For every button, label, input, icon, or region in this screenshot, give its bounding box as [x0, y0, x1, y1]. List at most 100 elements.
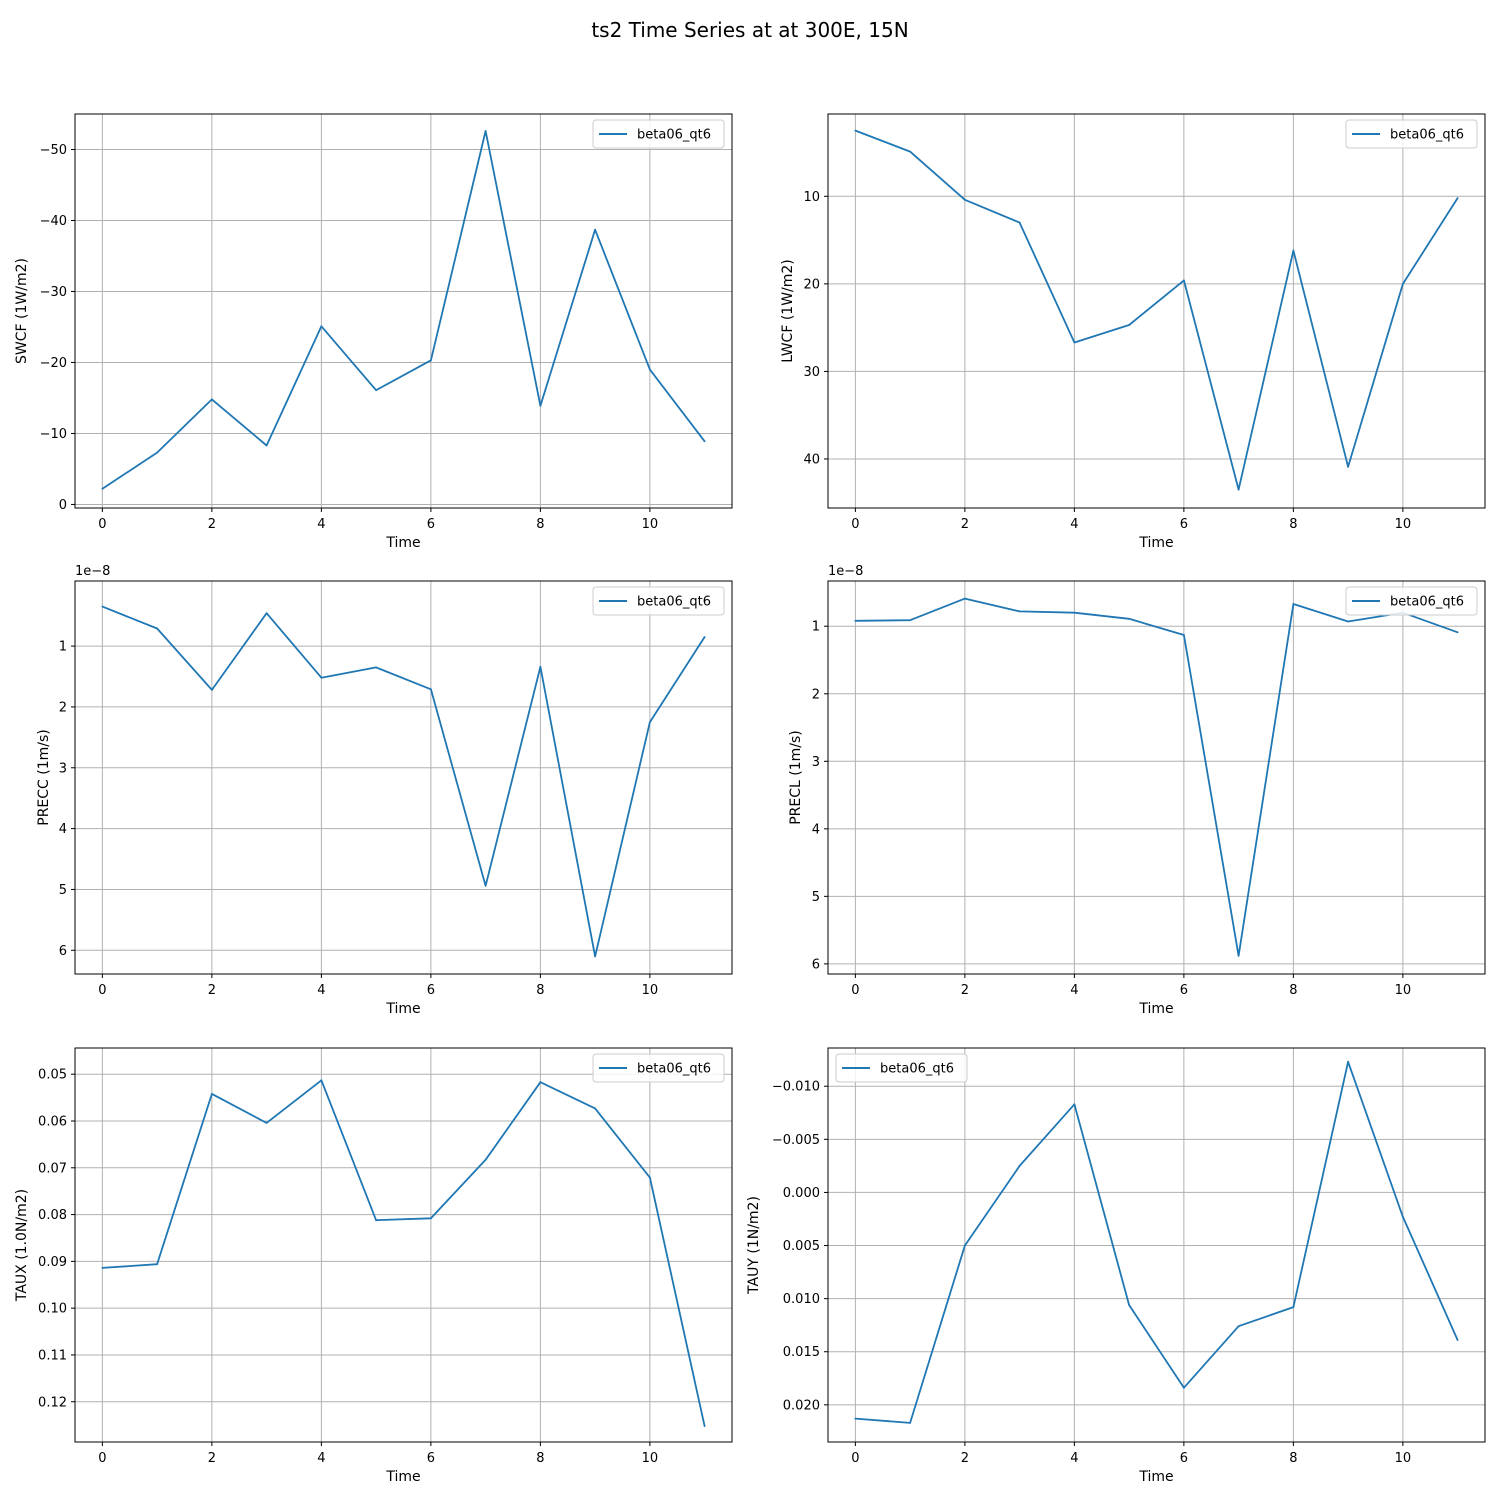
legend: beta06_qt6 — [835, 1053, 968, 1083]
x-tick-label: 8 — [1289, 983, 1297, 998]
y-tick-label: −40 — [40, 214, 67, 229]
legend-box — [592, 119, 725, 149]
y-axis-label: PRECL (1m/s) — [788, 730, 804, 825]
y-tick-label: 3 — [812, 755, 820, 770]
data-point — [963, 1244, 966, 1247]
legend: beta06_qt6 — [592, 119, 725, 149]
x-tick-label: 10 — [642, 983, 659, 998]
y-axis-label: TAUY (1N/m2) — [746, 1196, 762, 1295]
y-tick-label: 5 — [59, 883, 67, 898]
y-tick-label: −0.005 — [772, 1133, 820, 1148]
x-tick-label: 6 — [427, 517, 435, 532]
data-point — [429, 1217, 432, 1220]
axes-frame — [827, 580, 1486, 975]
y-tick-label: 4 — [59, 822, 67, 837]
series-line-beta06_qt6 — [855, 597, 1458, 957]
x-tick-label: 4 — [1070, 1451, 1078, 1466]
x-tick-label: 0 — [851, 983, 859, 998]
y-tick-label: 0.015 — [783, 1345, 820, 1360]
data-point — [1018, 610, 1021, 613]
data-point — [1018, 221, 1021, 224]
y-tick-label: 0.020 — [783, 1398, 820, 1413]
x-tick-label: 8 — [536, 1451, 544, 1466]
y-tick-label: −10 — [40, 427, 67, 442]
series-line-beta06_qt6 — [855, 129, 1459, 491]
y-tick-label: 4 — [812, 822, 820, 837]
data-point — [854, 1417, 857, 1420]
y-tick-label: −0.010 — [772, 1080, 820, 1095]
x-tick-label: 0 — [851, 517, 859, 532]
data-point — [1237, 954, 1240, 957]
data-point — [429, 688, 432, 691]
y-tick-label: 40 — [803, 452, 820, 467]
x-tick-label: 4 — [317, 1451, 325, 1466]
y-axis-label: SWCF (1W/m2) — [14, 258, 30, 364]
subplot-2: 0 2 4 6 8 10 10 20 30 40 Time LWCF (1W/m2) beta06_qt… — [780, 113, 1486, 551]
data-point — [320, 325, 323, 328]
data-point — [909, 150, 912, 153]
data-point — [1347, 620, 1350, 623]
legend: beta06_qt6 — [1345, 119, 1478, 149]
axes-frame — [74, 580, 733, 975]
y-tick-label: 6 — [812, 957, 820, 972]
data-point — [265, 444, 268, 447]
data-point — [156, 627, 159, 630]
data-point — [1401, 1215, 1404, 1218]
series-line-beta06_qt6 — [102, 1079, 706, 1427]
x-axis-label: Time — [1138, 1469, 1173, 1485]
y-offset-text: 1e−8 — [828, 564, 863, 579]
x-tick-label: 8 — [536, 517, 544, 532]
series-line-beta06_qt6 — [855, 1060, 1459, 1424]
data-point — [1401, 282, 1404, 285]
y-axis-label: LWCF (1W/m2) — [780, 259, 796, 363]
legend-box — [592, 586, 725, 616]
x-tick-label: 0 — [98, 1451, 106, 1466]
data-point — [1128, 324, 1131, 326]
y-tick-label: 20 — [803, 277, 820, 292]
data-point — [484, 884, 487, 887]
subplot-6: 0 2 4 6 8 10 −0.010 −0.005 0.000 0.005 0.010 0.015 0… — [746, 1047, 1486, 1485]
y-tick-label: 30 — [803, 365, 820, 380]
x-tick-label: 4 — [1070, 983, 1078, 998]
data-point — [963, 597, 966, 600]
x-tick-label: 6 — [1180, 983, 1188, 998]
data-point — [1237, 488, 1240, 491]
x-axis-label: Time — [385, 1001, 420, 1017]
data-point — [156, 451, 159, 454]
y-tick-label: 1 — [59, 640, 67, 655]
y-tick-label: 0.010 — [783, 1292, 820, 1307]
legend-label: beta06_qt6 — [880, 1062, 954, 1077]
x-tick-label: 2 — [208, 1451, 216, 1466]
x-tick-label: 2 — [208, 517, 216, 532]
x-tick-label: 10 — [1395, 517, 1412, 532]
y-tick-label: 0.06 — [38, 1114, 67, 1129]
data-point — [1182, 279, 1185, 282]
data-point — [210, 688, 213, 691]
data-point — [1073, 611, 1076, 614]
y-axis-label: TAUX (1.0N/m2) — [14, 1189, 30, 1302]
legend-box — [1345, 586, 1478, 616]
data-point — [854, 619, 857, 622]
data-point — [484, 1158, 487, 1161]
x-tick-label: 2 — [961, 517, 969, 532]
x-tick-label: 10 — [1395, 983, 1412, 998]
x-axis-label: Time — [385, 1469, 420, 1485]
data-point — [594, 1107, 597, 1110]
y-tick-label: 0.05 — [38, 1068, 67, 1083]
axes-frame — [74, 113, 733, 509]
y-tick-label: 5 — [812, 890, 820, 905]
x-tick-label: 4 — [1070, 517, 1078, 532]
subplot-5: 0 2 4 6 8 10 0.05 0.06 0.07 0.08 0.09 0.10 0.11 0.12 T… — [14, 1047, 733, 1485]
data-point — [703, 1425, 706, 1427]
data-point — [1182, 634, 1185, 636]
y-tick-label: 1 — [812, 620, 820, 635]
legend-box — [592, 1053, 725, 1083]
y-tick-label: 0.005 — [783, 1239, 820, 1254]
x-axis-label: Time — [385, 535, 420, 551]
series-line-beta06_qt6 — [101, 130, 706, 490]
data-point — [703, 636, 706, 638]
series-line-beta06_qt6 — [102, 605, 706, 958]
x-tick-label: 8 — [536, 983, 544, 998]
data-point — [1073, 1103, 1076, 1106]
